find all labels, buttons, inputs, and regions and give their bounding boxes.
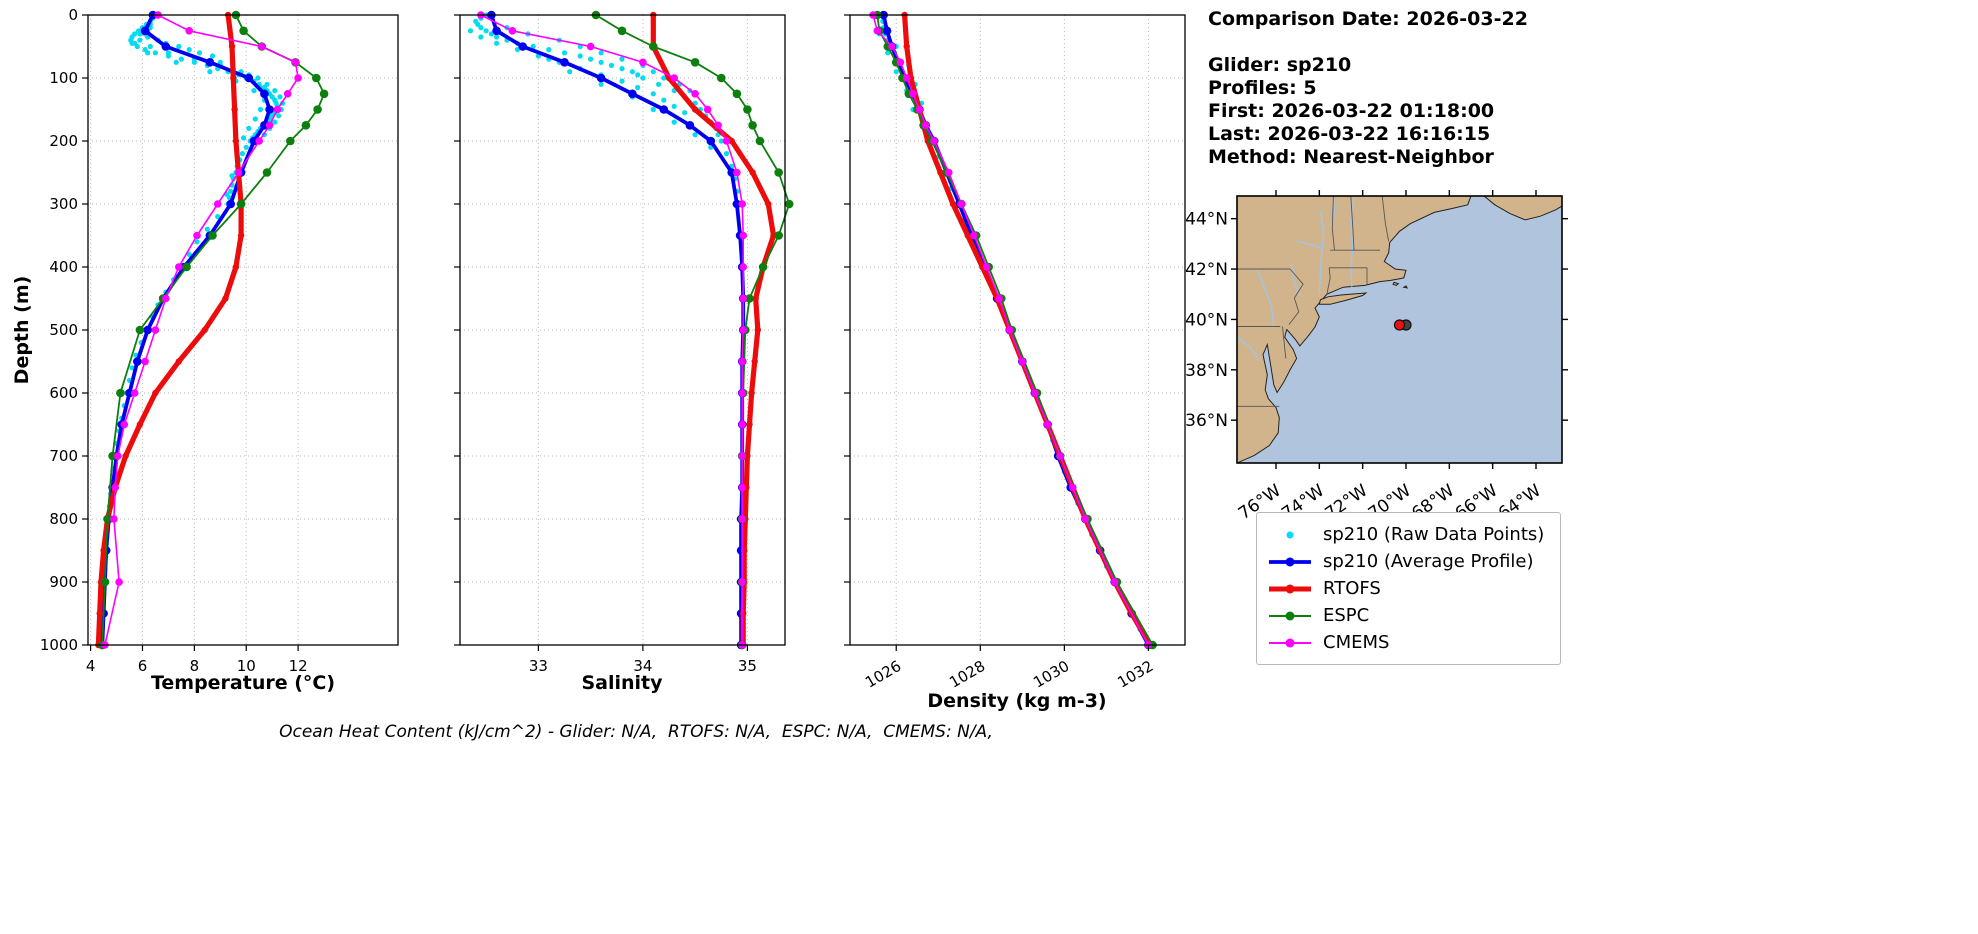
svg-text:34: 34 [633,657,652,675]
svg-text:40°N: 40°N [1185,310,1228,330]
svg-text:12: 12 [289,657,308,675]
svg-text:10: 10 [237,657,256,675]
first-profile-time-text: First: 2026-03-22 01:18:00 [1208,100,1495,122]
location-map: 76°W74°W72°W70°W68°W66°W64°W44°N42°N40°N… [1185,190,1568,524]
svg-text:36°N: 36°N [1185,411,1228,431]
series-cmems [869,11,1153,649]
ocean-heat-content-caption: Ocean Heat Content (kJ/cm^2) - Glider: N… [279,722,993,742]
average-profile-swatch [1267,551,1313,573]
temperature-profile-plot: 4 6 8 10 12 0 100 200 300 400 500 600 700 800 900 1000 [40,6,399,675]
axis-ticks: 1026 1028 1030 1032 [844,14,1156,692]
svg-text:33: 33 [529,657,548,675]
profiles-count-text: Profiles: 5 [1208,77,1317,99]
svg-text:35: 35 [738,657,757,675]
svg-text:4: 4 [86,657,96,675]
svg-text:44°N: 44°N [1185,210,1228,230]
legend-label-rtofs: RTOFS [1323,578,1381,599]
method-text: Method: Nearest-Neighbor [1208,146,1494,168]
legend-item-rtofs: RTOFS [1267,575,1544,602]
gridlines [460,14,785,646]
cmems-swatch [1267,632,1313,654]
salinity-profile-plot: 33 34 35 [454,10,794,675]
svg-text:1032: 1032 [1114,657,1156,692]
svg-text:500: 500 [49,321,78,339]
svg-text:800: 800 [49,510,78,528]
svg-text:100: 100 [49,69,78,87]
svg-text:1026: 1026 [862,657,904,692]
legend-item-raw: sp210 (Raw Data Points) [1267,521,1544,548]
svg-text:42°N: 42°N [1185,260,1228,280]
svg-text:6: 6 [138,657,148,675]
salinity-axis-label: Salinity [581,672,663,694]
temperature-axis-label: Temperature (°C) [150,672,336,694]
comparison-info-panel: Comparison Date: 2026-03-22 Glider: sp21… [1208,8,1528,169]
glider-location [1393,319,1406,331]
series-cmems [477,11,747,649]
svg-text:300: 300 [49,195,78,213]
legend: sp210 (Raw Data Points) sp210 (Average P… [1256,512,1562,665]
raw-points-swatch [1267,524,1313,546]
svg-text:8: 8 [190,657,200,675]
legend-label-espc: ESPC [1323,605,1370,626]
comparison-date-text: Comparison Date: 2026-03-22 [1208,8,1528,30]
series-rtofs [95,11,245,649]
series-cmems [101,11,302,649]
depth-axis-label: Depth (m) [11,275,33,385]
rtofs-swatch [1267,578,1313,600]
density-profile-plot: 1026 1028 1030 1032 [844,10,1186,692]
espc-swatch [1267,605,1313,627]
gridlines [850,14,1185,646]
svg-text:900: 900 [49,573,78,591]
legend-item-espc: ESPC [1267,602,1544,629]
map-content [1237,196,1562,463]
legend-item-average: sp210 (Average Profile) [1267,548,1544,575]
svg-text:200: 200 [49,132,78,150]
svg-text:0: 0 [68,6,78,24]
series-rtofs [650,11,777,649]
svg-text:1000: 1000 [40,636,78,654]
gridlines [88,14,398,646]
legend-label-cmems: CMEMS [1323,632,1390,653]
density-axis-label: Density (kg m-3) [927,690,1107,712]
svg-text:38°N: 38°N [1185,361,1228,381]
series-rtofs [901,11,1154,649]
last-profile-time-text: Last: 2026-03-22 16:16:15 [1208,123,1491,145]
svg-text:1028: 1028 [946,657,988,692]
svg-text:700: 700 [49,447,78,465]
legend-label-average: sp210 (Average Profile) [1323,551,1534,572]
svg-text:600: 600 [49,384,78,402]
axis-ticks: 4 6 8 10 12 0 100 200 300 400 500 600 700 800 900 1000 [40,6,308,675]
axis-ticks: 33 34 35 [454,14,757,675]
svg-text:400: 400 [49,258,78,276]
legend-item-cmems: CMEMS [1267,629,1544,656]
svg-text:1030: 1030 [1030,657,1072,692]
glider-id-text: Glider: sp210 [1208,54,1352,76]
legend-label-raw: sp210 (Raw Data Points) [1323,524,1545,545]
